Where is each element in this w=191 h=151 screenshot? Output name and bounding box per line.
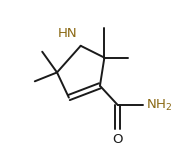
Text: NH$_2$: NH$_2$ (146, 97, 172, 112)
Text: HN: HN (58, 27, 78, 40)
Text: O: O (112, 133, 123, 146)
